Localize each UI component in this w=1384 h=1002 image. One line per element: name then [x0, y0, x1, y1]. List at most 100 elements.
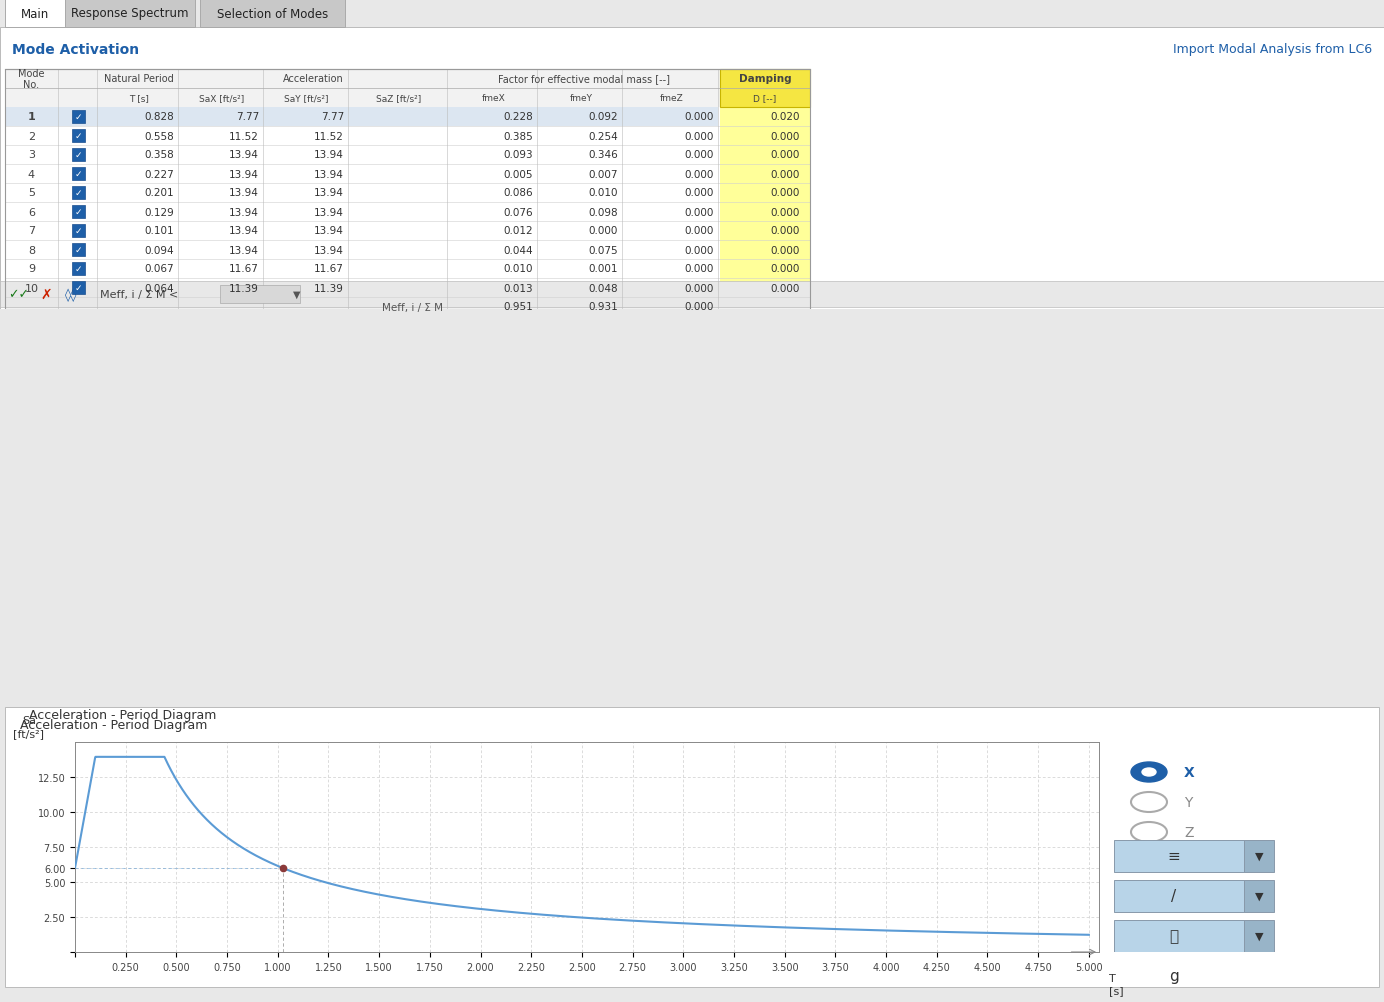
Text: Z: Z: [1183, 826, 1193, 839]
Text: 2: 2: [28, 131, 35, 141]
Text: 0.558: 0.558: [144, 131, 174, 141]
Text: 0.005: 0.005: [504, 169, 533, 179]
Text: SaZ [ft/s²]: SaZ [ft/s²]: [376, 94, 421, 103]
Text: 0.020: 0.020: [771, 112, 800, 122]
Bar: [72, 282, 84, 295]
Bar: [720, 202, 810, 221]
Text: 6: 6: [28, 207, 35, 217]
Text: Main: Main: [21, 7, 48, 20]
Text: 13.94: 13.94: [230, 245, 259, 256]
Text: SaX [ft/s²]: SaX [ft/s²]: [199, 94, 244, 103]
Bar: [72, 111, 84, 124]
Text: 0.000: 0.000: [685, 112, 714, 122]
Bar: [720, 146, 810, 165]
Ellipse shape: [1131, 763, 1167, 783]
Text: 11.67: 11.67: [230, 265, 259, 275]
Text: 0.098: 0.098: [588, 207, 619, 217]
Text: Factor for effective modal mass [--]: Factor for effective modal mass [--]: [498, 74, 670, 84]
Text: ✓✓: ✓✓: [8, 289, 29, 302]
Bar: [6, 127, 718, 146]
Text: 🖨: 🖨: [1169, 929, 1179, 944]
Text: ✓: ✓: [75, 188, 82, 197]
Text: 4: 4: [28, 169, 35, 179]
Text: 0.007: 0.007: [588, 169, 619, 179]
Bar: [72, 186, 84, 199]
Bar: [6, 70, 810, 108]
Bar: [6, 260, 718, 279]
Text: 0.000: 0.000: [685, 150, 714, 160]
Text: 0.000: 0.000: [685, 207, 714, 217]
Text: ✓: ✓: [75, 226, 82, 235]
Text: ◊◊: ◊◊: [65, 288, 78, 302]
Bar: [720, 260, 810, 279]
Text: ✓: ✓: [75, 169, 82, 178]
Text: 13.94: 13.94: [314, 150, 345, 160]
Text: 11.52: 11.52: [314, 131, 345, 141]
Text: 0.000: 0.000: [685, 245, 714, 256]
Bar: [72, 205, 84, 218]
Bar: [220, 286, 300, 304]
Text: 0.000: 0.000: [771, 169, 800, 179]
Text: ▼: ▼: [1255, 851, 1264, 861]
Text: 13.94: 13.94: [230, 188, 259, 198]
Text: 0.000: 0.000: [685, 226, 714, 236]
Text: fmeX: fmeX: [482, 94, 505, 103]
Bar: [6, 0, 65, 28]
Text: 0.012: 0.012: [504, 226, 533, 236]
Text: 13.94: 13.94: [314, 207, 345, 217]
Text: 0.094: 0.094: [144, 245, 174, 256]
Text: 0.358: 0.358: [144, 150, 174, 160]
Text: Y: Y: [1183, 796, 1193, 810]
Text: 0.951: 0.951: [504, 303, 533, 313]
Text: 0.000: 0.000: [771, 150, 800, 160]
Text: 0.201: 0.201: [144, 188, 174, 198]
Text: 0.048: 0.048: [588, 284, 619, 294]
Bar: [6, 183, 718, 202]
Text: 0.093: 0.093: [504, 150, 533, 160]
Ellipse shape: [1142, 769, 1156, 777]
Text: 0.000: 0.000: [771, 226, 800, 236]
Text: 0.075: 0.075: [588, 245, 619, 256]
Text: 11.39: 11.39: [230, 284, 259, 294]
Text: 0.010: 0.010: [588, 188, 619, 198]
Text: Damping: Damping: [739, 74, 792, 84]
Text: 7: 7: [28, 226, 35, 236]
Text: D [--]: D [--]: [753, 94, 776, 103]
Bar: [6, 221, 718, 240]
Bar: [6, 108, 718, 127]
Text: 10: 10: [25, 284, 39, 294]
Bar: [1114, 920, 1244, 952]
Text: 0.000: 0.000: [771, 265, 800, 275]
Text: 0.092: 0.092: [588, 112, 619, 122]
Bar: [6, 279, 718, 298]
Bar: [6, 165, 718, 183]
Text: Acceleration - Period Diagram: Acceleration - Period Diagram: [29, 708, 216, 721]
Bar: [0, 282, 1384, 308]
Text: ✓: ✓: [75, 265, 82, 274]
Text: 0.001: 0.001: [588, 265, 619, 275]
Text: 8: 8: [28, 245, 35, 256]
Bar: [6, 70, 810, 317]
Bar: [6, 202, 718, 221]
Text: X: X: [1183, 766, 1194, 780]
Text: Meff, i / Σ M: Meff, i / Σ M: [382, 303, 443, 313]
Text: 0.000: 0.000: [685, 303, 714, 313]
Bar: [1244, 880, 1275, 912]
Text: 7.77: 7.77: [235, 112, 259, 122]
Text: 0.000: 0.000: [685, 188, 714, 198]
Bar: [201, 0, 345, 28]
Text: ✓: ✓: [75, 207, 82, 216]
Text: 13.94: 13.94: [314, 169, 345, 179]
Bar: [72, 243, 84, 257]
Bar: [1114, 840, 1244, 872]
Text: ✓: ✓: [75, 132, 82, 141]
Bar: [720, 221, 810, 240]
Text: 13.94: 13.94: [230, 169, 259, 179]
Text: 0.067: 0.067: [144, 265, 174, 275]
Text: Acceleration: Acceleration: [284, 74, 343, 84]
Text: 0.000: 0.000: [588, 226, 619, 236]
Text: 13.94: 13.94: [230, 207, 259, 217]
Bar: [720, 127, 810, 146]
Bar: [72, 130, 84, 143]
Text: 0.000: 0.000: [771, 245, 800, 256]
